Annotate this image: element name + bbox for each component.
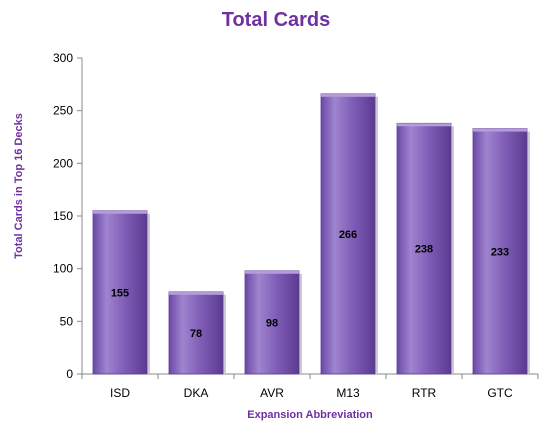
bar-top-highlight — [245, 270, 299, 274]
x-tick-label: RTR — [412, 386, 437, 400]
y-tick-label: 50 — [60, 314, 74, 328]
x-axis-label: Expansion Abbreviation — [247, 409, 373, 421]
data-label: 233 — [491, 246, 509, 258]
bar-top-highlight — [473, 128, 527, 132]
y-tick-label: 300 — [53, 51, 73, 65]
data-label: 98 — [266, 317, 278, 329]
y-axis-label: Total Cards in Top 16 Decks — [13, 113, 25, 259]
x-tick-label: GTC — [487, 386, 513, 400]
chart-title: Total Cards — [222, 9, 331, 31]
bar-top-highlight — [321, 93, 375, 97]
x-tick-label: DKA — [184, 386, 209, 400]
data-label: 155 — [111, 287, 129, 299]
y-tick-label: 0 — [66, 367, 73, 381]
x-tick-label: AVR — [260, 386, 284, 400]
y-tick-label: 150 — [53, 209, 73, 223]
y-ticks: 0 50 100 150 200 250 300 — [53, 51, 82, 381]
bar-gtc — [472, 128, 528, 375]
data-label: 78 — [190, 328, 202, 340]
x-ticks: ISD DKA AVR M13 RTR GTC — [81, 374, 539, 400]
y-tick-label: 100 — [53, 262, 73, 276]
data-label: 266 — [339, 229, 357, 241]
bar-top-highlight — [93, 210, 147, 214]
bar-isd — [92, 210, 148, 375]
y-tick-label: 200 — [53, 156, 73, 170]
bar-rtr — [396, 122, 452, 375]
bar-top-highlight — [169, 291, 223, 295]
data-label: 238 — [415, 244, 433, 256]
y-tick-label: 250 — [53, 104, 73, 118]
bar-top-highlight — [397, 123, 451, 127]
bars: 155 78 98 266 238 233 — [92, 93, 530, 375]
x-tick-label: M13 — [336, 386, 360, 400]
x-tick-label: ISD — [110, 386, 130, 400]
bar-dka — [168, 291, 224, 375]
